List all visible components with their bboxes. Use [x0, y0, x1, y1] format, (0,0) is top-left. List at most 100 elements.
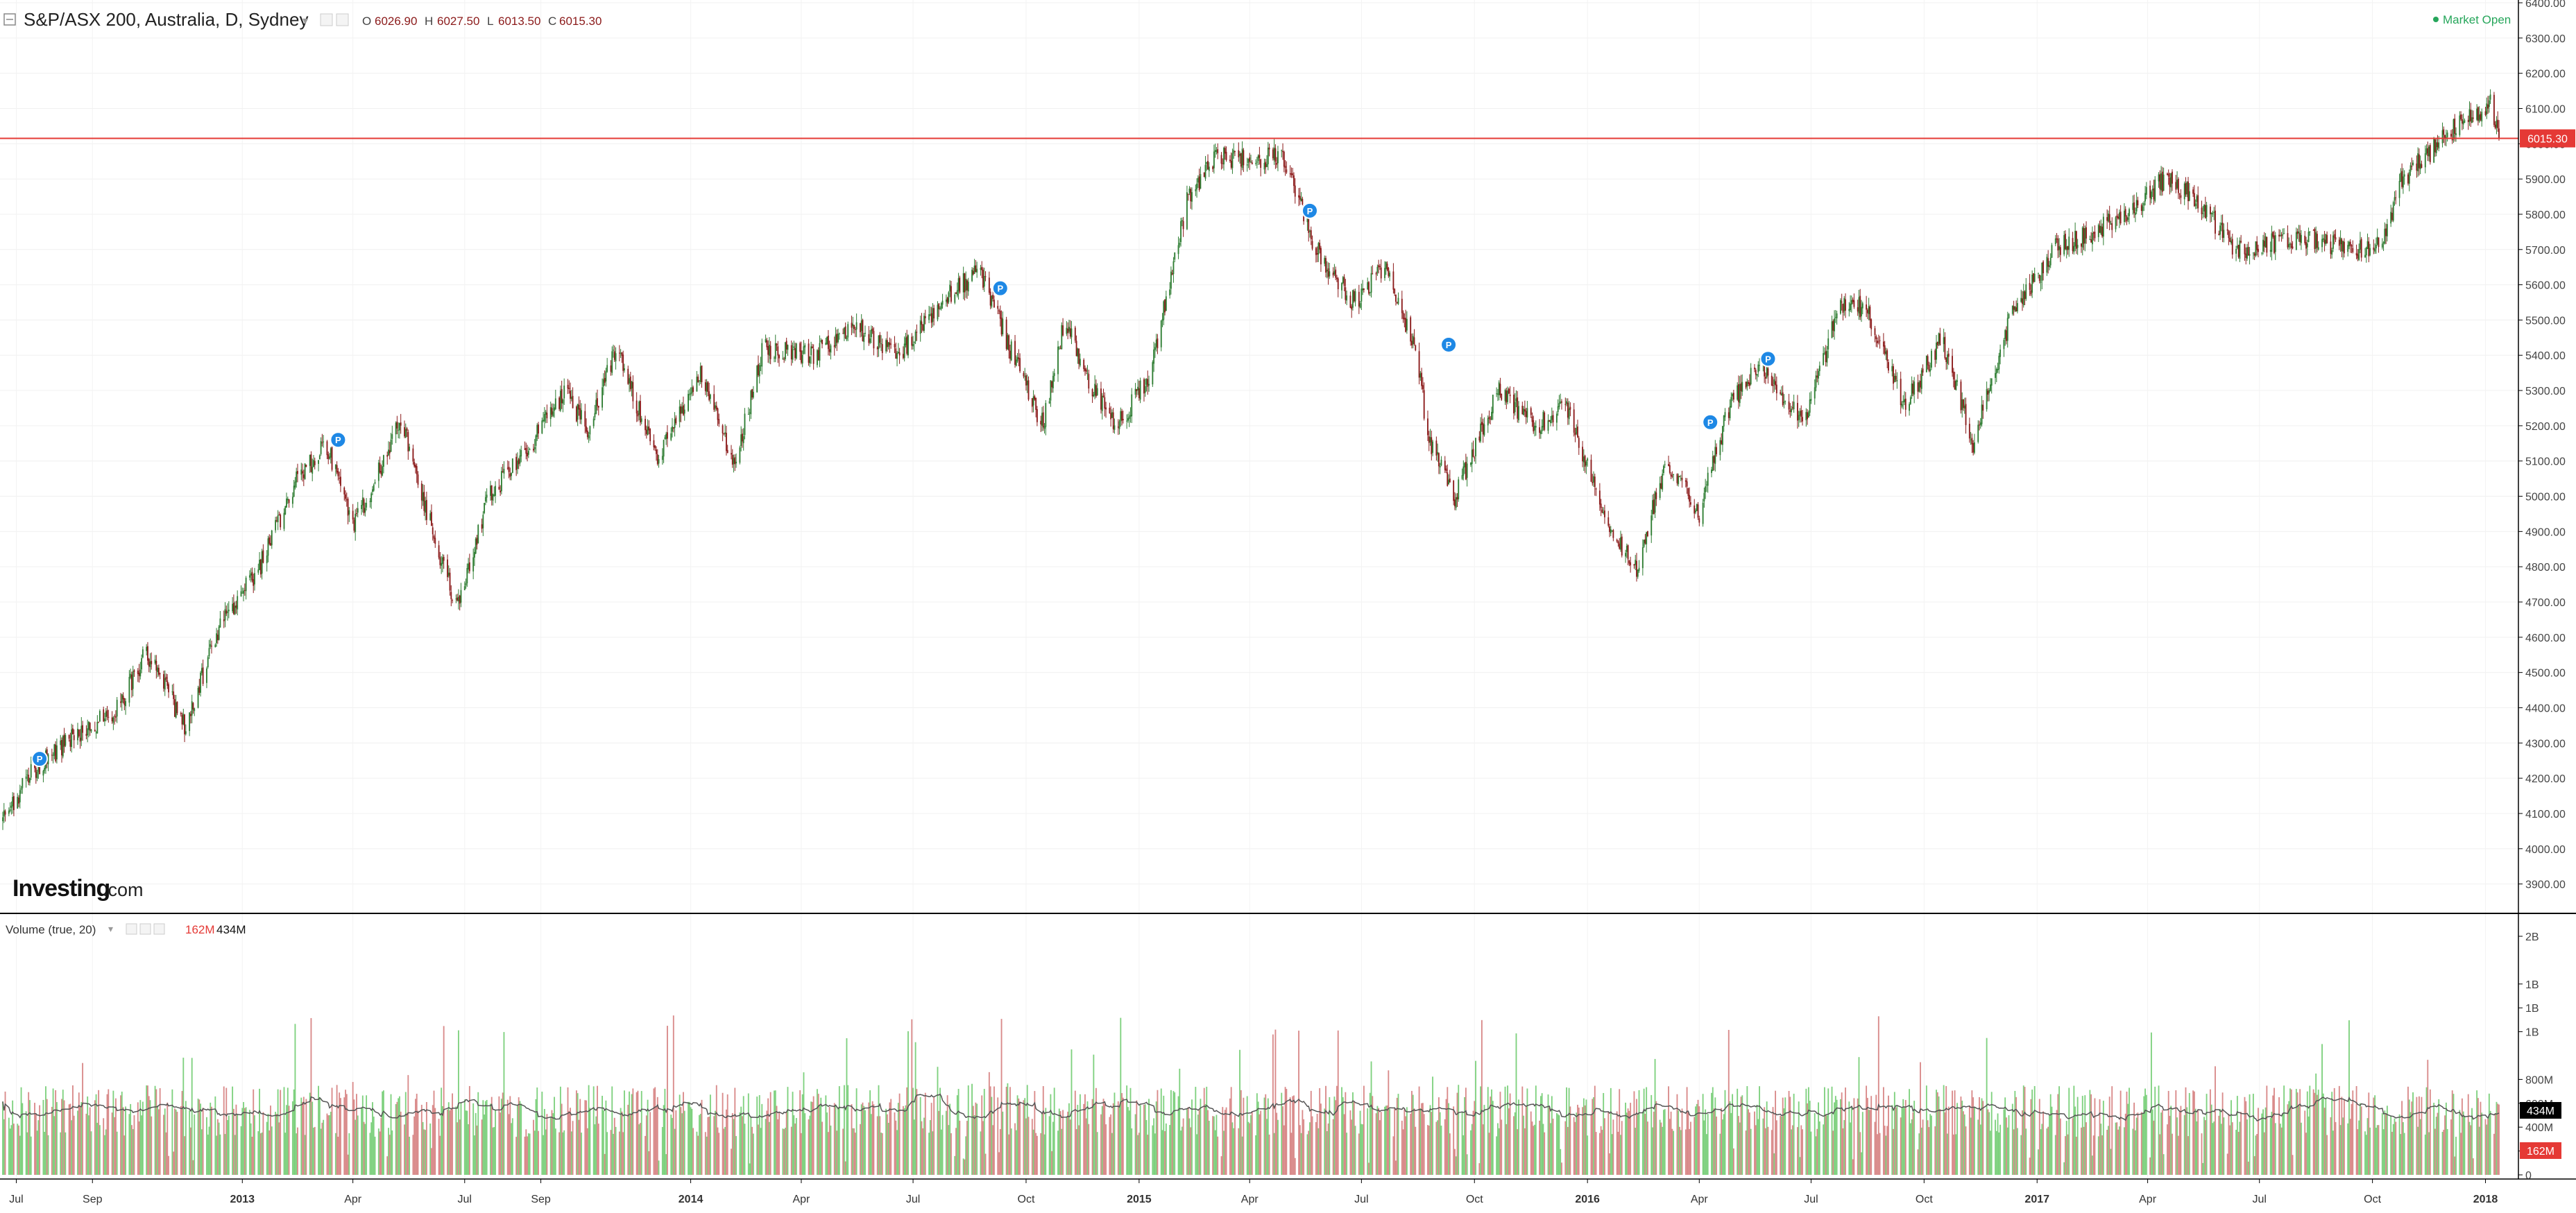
candle-body [1129, 415, 1132, 417]
volume-bar [2051, 1106, 2053, 1175]
volume-bar [1394, 1108, 1396, 1175]
candle-body [2239, 240, 2241, 259]
candle-body [1234, 150, 1236, 153]
volume-close-icon[interactable] [153, 923, 165, 935]
volume-dropdown-icon[interactable]: ▾ [108, 923, 113, 934]
candle-body [1180, 221, 1182, 242]
candle-body [1839, 300, 1841, 314]
candle-body [2196, 196, 2198, 203]
candle-body [44, 767, 46, 771]
candle-body [2073, 246, 2075, 252]
volume-bar [648, 1151, 650, 1175]
candle-body [519, 455, 521, 464]
candle-body [567, 384, 569, 389]
candle-body [1523, 408, 1525, 415]
candle-body [2488, 100, 2490, 107]
candle-body [2390, 212, 2392, 224]
volume-bar [787, 1087, 789, 1175]
volume-bar [2271, 1112, 2273, 1175]
candle-body [1109, 407, 1111, 413]
volume-bar [1711, 1092, 1712, 1175]
volume-bar [2317, 1090, 2319, 1175]
candle-body [1913, 381, 1916, 395]
p-marker-icon[interactable]: P [330, 431, 347, 449]
volume-bar [895, 1120, 897, 1175]
candle-body [168, 684, 169, 693]
volume-bar [1005, 1086, 1007, 1175]
symbol-dropdown-icon[interactable]: ▾ [302, 15, 308, 27]
volume-bar [1276, 1112, 1278, 1175]
candle-body [2124, 210, 2125, 223]
volume-bar [262, 1112, 264, 1175]
volume-bar [1474, 1101, 1476, 1175]
candle-body [2434, 139, 2436, 153]
symbol-title[interactable]: S&P/ASX 200, Australia, D, Sydney [24, 9, 308, 30]
candle-body [2145, 187, 2147, 195]
volume-eye-icon[interactable] [126, 923, 137, 935]
p-marker-icon[interactable]: P [31, 750, 49, 768]
candle-body [1979, 422, 1981, 426]
volume-bar [1882, 1087, 1884, 1175]
candle-body [382, 455, 384, 467]
volume-bar [61, 1099, 62, 1175]
p-marker-icon[interactable]: P [1759, 350, 1777, 368]
volume-bar [2322, 1093, 2324, 1175]
candle-body [1190, 189, 1192, 202]
volume-settings-icon[interactable] [139, 923, 151, 935]
volume-bar [2102, 1101, 2104, 1175]
p-marker-icon[interactable]: P [1301, 202, 1318, 219]
volume-bar [2352, 1090, 2354, 1175]
candle-body [4, 811, 6, 815]
candle-body [474, 551, 475, 558]
collapse-icon[interactable] [3, 13, 16, 26]
candle-body [294, 481, 296, 488]
volume-bar [2306, 1091, 2308, 1175]
volume-bar [2247, 1161, 2249, 1175]
volume-bar [1997, 1113, 1999, 1175]
candle-body [1475, 438, 1476, 457]
candle-body [1986, 388, 1988, 410]
volume-bar [2142, 1113, 2144, 1175]
candle-body [1968, 424, 1970, 439]
time-axis[interactable]: Jul Sep 2013 Apr Jul Sep 2014 Apr Jul Oct 2015 Apr J… [9, 1179, 2498, 1205]
candle-body [2402, 176, 2404, 188]
candle-body [2386, 224, 2388, 236]
candle-body [2401, 171, 2403, 187]
candle-body [1766, 367, 1768, 377]
candle-body [151, 660, 153, 664]
volume-bar [836, 1130, 838, 1175]
candle-body [1826, 350, 1828, 363]
candle-body [1861, 307, 1862, 316]
volume-bar [928, 1133, 930, 1175]
p-marker-icon[interactable]: P [991, 279, 1009, 297]
volume-bar [1998, 1132, 2000, 1175]
candle-body [1131, 394, 1133, 417]
candle-body [1421, 372, 1423, 386]
candle-body [2041, 262, 2043, 281]
volume-bar [1480, 1086, 1482, 1175]
settings-icon[interactable] [336, 13, 349, 26]
volume-title[interactable]: Volume (true, 20) [6, 923, 96, 936]
candle-body [2004, 329, 2006, 339]
eye-icon[interactable] [320, 13, 333, 26]
volume-bar [520, 1103, 522, 1175]
volume-bar [973, 1115, 975, 1175]
volume-bar [1781, 1117, 1782, 1175]
volume-bar [500, 1112, 502, 1175]
candle-body [1091, 389, 1093, 397]
volume-bar [2390, 1115, 2392, 1175]
volume-bar [275, 1114, 278, 1175]
candle-body [409, 447, 411, 451]
candle-body [339, 477, 341, 479]
volume-bar [690, 1107, 692, 1175]
volume-bar [219, 1134, 221, 1175]
candle-body [1273, 147, 1275, 160]
candle-body [1317, 243, 1320, 255]
p-marker-icon[interactable]: P [1440, 336, 1458, 353]
candle-body [1127, 418, 1129, 421]
volume-bar [1179, 1068, 1181, 1175]
volume-bar [1888, 1095, 1889, 1175]
p-marker-icon[interactable]: P [1702, 413, 1719, 431]
candle-body [647, 427, 649, 436]
